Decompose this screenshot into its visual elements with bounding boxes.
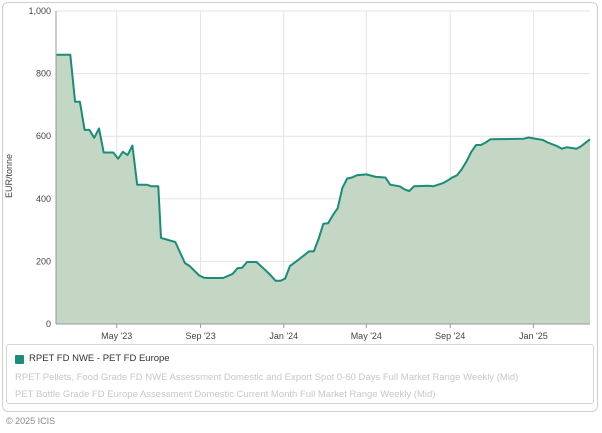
legend-item-0[interactable]: RPET FD NWE - PET FD Europe: [15, 353, 170, 366]
x-tick-label: Sep '24: [435, 331, 465, 341]
legend-swatch-0: [15, 354, 24, 364]
y-tick-label: 0: [46, 319, 51, 329]
y-axis-label: EUR/tonne: [4, 154, 14, 198]
copyright-text: © 2025 ICIS: [6, 416, 56, 426]
legend-item-2[interactable]: PET Bottle Grade FD Europe Assessment Do…: [15, 389, 435, 402]
y-tick-label: 400: [36, 194, 51, 204]
y-tick-label: 200: [36, 256, 51, 266]
x-tick-label: Sep '23: [185, 331, 215, 341]
series-line: [56, 53, 591, 282]
legend-label-1: RPET Pellets, Food Grade FD NWE Assessme…: [15, 372, 519, 383]
chart-svg: 0 200 400 600 800 1,000 May '23 Sep '23 Jan '24…: [4, 6, 591, 341]
legend: RPET FD NWE - PET FD Europe RPET Pellets…: [6, 344, 594, 404]
legend-label-0: RPET FD NWE - PET FD Europe: [29, 353, 170, 364]
legend-label-2: PET Bottle Grade FD Europe Assessment Do…: [15, 389, 436, 400]
y-tick-label: 800: [36, 69, 51, 79]
x-tick-label: May '23: [101, 331, 132, 341]
y-tick-label: 1,000: [28, 6, 51, 16]
legend-item-1[interactable]: RPET Pellets, Food Grade FD NWE Assessme…: [15, 372, 518, 385]
x-tick-labels: May '23 Sep '23 Jan '24 May '24 Sep '24 Jan '…: [101, 331, 548, 341]
x-tick-label: Jan '25: [519, 331, 548, 341]
x-tick-label: May '24: [351, 331, 382, 341]
series-area: [56, 54, 590, 325]
axes: [55, 11, 590, 328]
y-tick-labels: 0 200 400 600 800 1,000: [28, 6, 51, 329]
y-tick-label: 600: [36, 131, 51, 141]
x-tick-label: Jan '24: [269, 331, 298, 341]
